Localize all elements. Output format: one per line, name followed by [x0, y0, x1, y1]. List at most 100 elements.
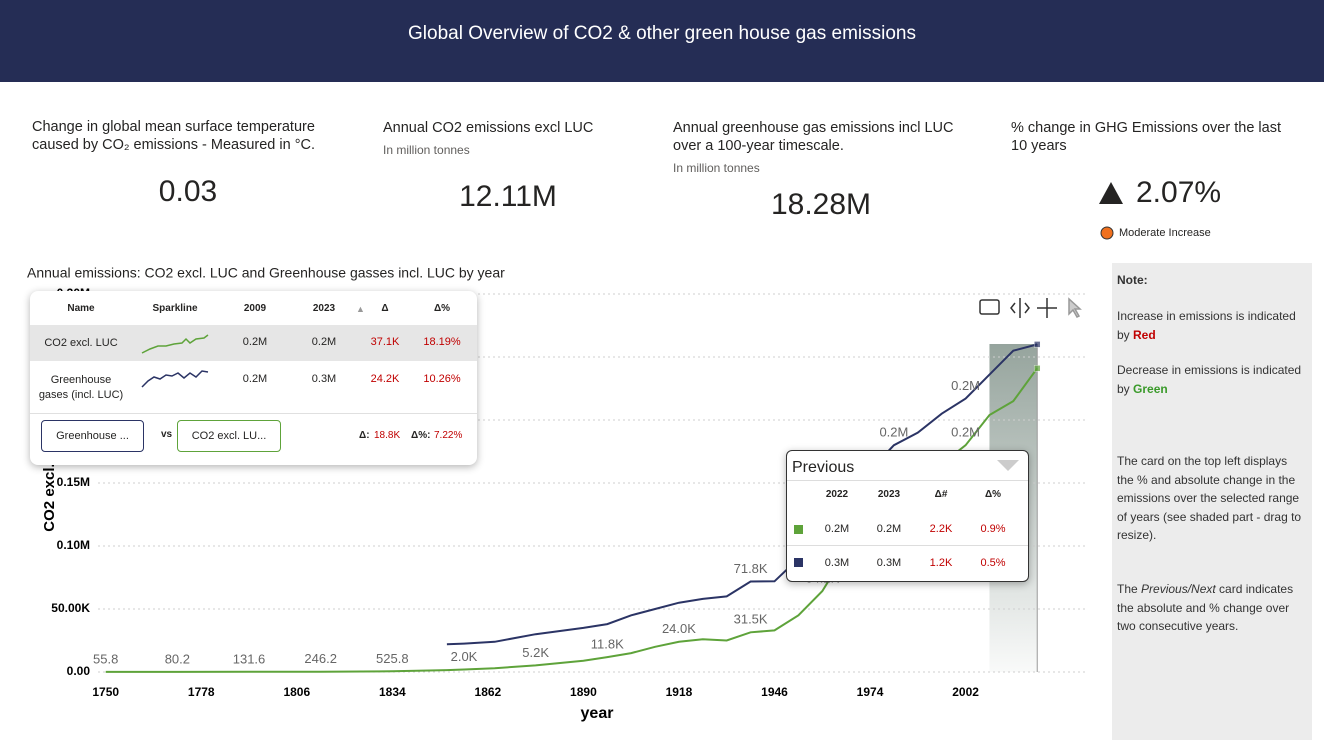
- kpi-value: 12.11M: [459, 180, 557, 213]
- legend-dot: [1100, 226, 1114, 240]
- column-header: 2022: [825, 489, 849, 500]
- sort-arrow[interactable]: ▲: [356, 304, 365, 314]
- cell: 10.26%: [423, 373, 461, 385]
- note-text: card indicates the absolute and % change…: [1117, 582, 1294, 633]
- delta-value: 18.8K: [374, 430, 401, 441]
- kpi-title: % change in GHG Emissions over the last …: [1011, 120, 1281, 154]
- data-label: 5.2K: [522, 645, 549, 660]
- note-text: The: [1117, 582, 1142, 596]
- delta-pct-label: Δ%:: [411, 430, 431, 441]
- data-label: 71.8K: [734, 561, 768, 576]
- toolbar-icon[interactable]: [1037, 298, 1057, 318]
- legend-dot-circle: [1100, 226, 1114, 240]
- cell: 0.2M: [242, 336, 268, 348]
- x-axis-title: year: [581, 705, 614, 722]
- x-tick-label: 1890: [570, 685, 597, 699]
- series-swatch: [794, 525, 803, 534]
- kpi-value: 0.03: [158, 175, 218, 208]
- cell: 0.2M: [311, 336, 337, 348]
- compare-button[interactable]: Greenhouse ...: [41, 420, 144, 452]
- toolbar-icon[interactable]: [1010, 298, 1030, 318]
- cell: 2.2K: [929, 523, 953, 535]
- kpi-title: Annual CO2 emissions excl LUC: [383, 120, 594, 136]
- vs-label: vs: [161, 429, 173, 440]
- header-bar: Global Overview of CO2 & other green hou…: [0, 0, 1324, 82]
- series-swatch: [794, 558, 803, 567]
- column-header: Δ#: [934, 489, 948, 500]
- column-header: Δ: [381, 303, 389, 314]
- note-emphasis: Previous/Next: [1141, 582, 1216, 596]
- data-label: 0.2M: [951, 425, 980, 440]
- kpi-subtitle: In million tonnes: [383, 143, 470, 157]
- series-line: [446, 343, 1038, 646]
- column-header: 2023: [312, 303, 336, 314]
- note-text: Decrease in emissions is indicated by: [1117, 363, 1302, 396]
- sparkline: [141, 334, 209, 354]
- x-tick-label: 1806: [283, 685, 310, 699]
- data-label: 0.2M: [879, 425, 908, 440]
- collapse-triangle: [997, 460, 1019, 471]
- data-label: 24.0K: [662, 621, 696, 636]
- cell: 0.2M: [242, 373, 268, 385]
- note-title: Note:: [1117, 273, 1148, 287]
- cell: 37.1K: [370, 336, 400, 348]
- data-label: 2.0K: [451, 649, 478, 664]
- note-paragraph: The card on the top left displays the % …: [1117, 452, 1307, 545]
- note-text: The card on the top left displays the % …: [1117, 454, 1302, 542]
- up-triangle: [1099, 182, 1123, 204]
- column-header: Sparkline: [152, 303, 198, 314]
- increase-indicator: [1099, 182, 1123, 204]
- row-name: Greenhouse gases (incl. LUC): [38, 374, 124, 401]
- kpi-value: 2.07%: [1136, 176, 1222, 209]
- compare-button[interactable]: CO2 excl. LU...: [177, 420, 281, 452]
- collapse-icon[interactable]: [997, 460, 1019, 472]
- y-tick-label: 0.15M: [57, 475, 90, 489]
- note-panel: Note: Increase in emissions is indicated…: [1112, 263, 1312, 740]
- end-marker: [1033, 341, 1041, 348]
- data-label: 80.2: [165, 651, 190, 666]
- column-header: 2023: [877, 489, 901, 500]
- data-label: 0.2M: [951, 378, 980, 393]
- note-text: Increase in emissions is indicated by: [1117, 309, 1296, 342]
- x-tick-label: 1862: [475, 685, 502, 699]
- kpi-title: Annual greenhouse gas emissions incl LUC…: [673, 120, 954, 154]
- y-tick-label: 0.00: [67, 664, 91, 678]
- note-emphasis: Green: [1133, 381, 1168, 396]
- chart-title: Annual emissions: CO2 excl. LUC and Gree…: [27, 265, 505, 281]
- chart-toolbar: [979, 297, 1082, 318]
- column-header: Δ%: [984, 489, 1002, 500]
- row-name: CO2 excl. LUC: [44, 337, 118, 349]
- x-tick-label: 1834: [379, 685, 406, 699]
- y-tick-label: 0.10M: [57, 538, 90, 552]
- toolbar-icon[interactable]: [979, 299, 1000, 315]
- x-tick-label: 1778: [188, 685, 215, 699]
- line-chart: Annual emissions: CO2 excl. LUC and Gree…: [27, 265, 1085, 722]
- delta-pct-value: 7.22%: [434, 430, 463, 441]
- note-paragraph: The Previous/Next card indicates the abs…: [1117, 580, 1307, 636]
- card-title: Previous: [792, 459, 855, 476]
- column-header: 2009: [243, 303, 267, 314]
- sparklines: [141, 334, 209, 388]
- row-highlight: [30, 325, 477, 361]
- y-tick-label: 50.00K: [51, 601, 90, 615]
- kpi-subtitle: In million tonnes: [673, 161, 760, 175]
- note-paragraph: Decrease in emissions is indicated by Gr…: [1117, 361, 1307, 398]
- data-label: 55.8: [93, 651, 118, 666]
- comparison-card: ▲ Name Sparkline 2009 2023 Δ Δ% CO2 excl. LUC 0…: [30, 291, 477, 465]
- cell: 0.5%: [980, 557, 1006, 569]
- end-marker: [1033, 365, 1041, 372]
- cell: 24.2K: [370, 373, 400, 385]
- x-tick-label: 1750: [92, 685, 119, 699]
- cell: 0.3M: [311, 373, 337, 385]
- legend-label: Moderate Increase: [1119, 227, 1211, 239]
- note-emphasis: Red: [1133, 327, 1156, 342]
- header-title: Global Overview of CO2 & other green hou…: [408, 23, 916, 44]
- cell: 0.2M: [876, 523, 902, 535]
- delta-label: Δ:: [359, 430, 370, 441]
- column-header: Name: [67, 303, 95, 314]
- toolbar-icon[interactable]: [1068, 297, 1082, 318]
- data-label: 131.6: [233, 651, 266, 666]
- divider: [787, 480, 1028, 481]
- sparkline: [141, 370, 209, 388]
